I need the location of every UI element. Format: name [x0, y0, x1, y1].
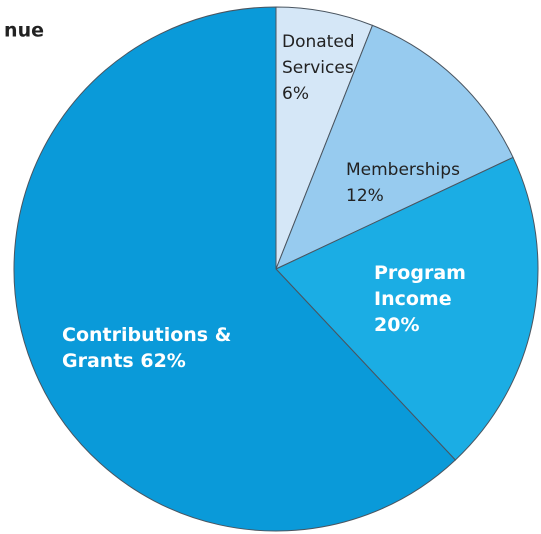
pie-slice [275, 156, 539, 461]
category-label: Memberships [346, 160, 460, 180]
slice-label: Memberships 12% [346, 157, 516, 209]
slice-label: Contributions & Grants 62% [62, 322, 284, 374]
value-label: 62% [140, 350, 186, 372]
value-label: 20% [374, 314, 420, 336]
category-label: Program Income [374, 262, 466, 310]
chart-title: nue [4, 20, 44, 42]
pie-slice [13, 6, 457, 532]
slice-label: Program Income 20% [374, 260, 492, 338]
category-label: Donated Services [282, 32, 355, 78]
value-label: 6% [282, 84, 309, 104]
slice-label: Donated Services 6% [282, 29, 382, 107]
value-label: 12% [346, 186, 384, 206]
pie-slice [275, 24, 514, 270]
category-label: Contributions & Grants [62, 324, 232, 372]
